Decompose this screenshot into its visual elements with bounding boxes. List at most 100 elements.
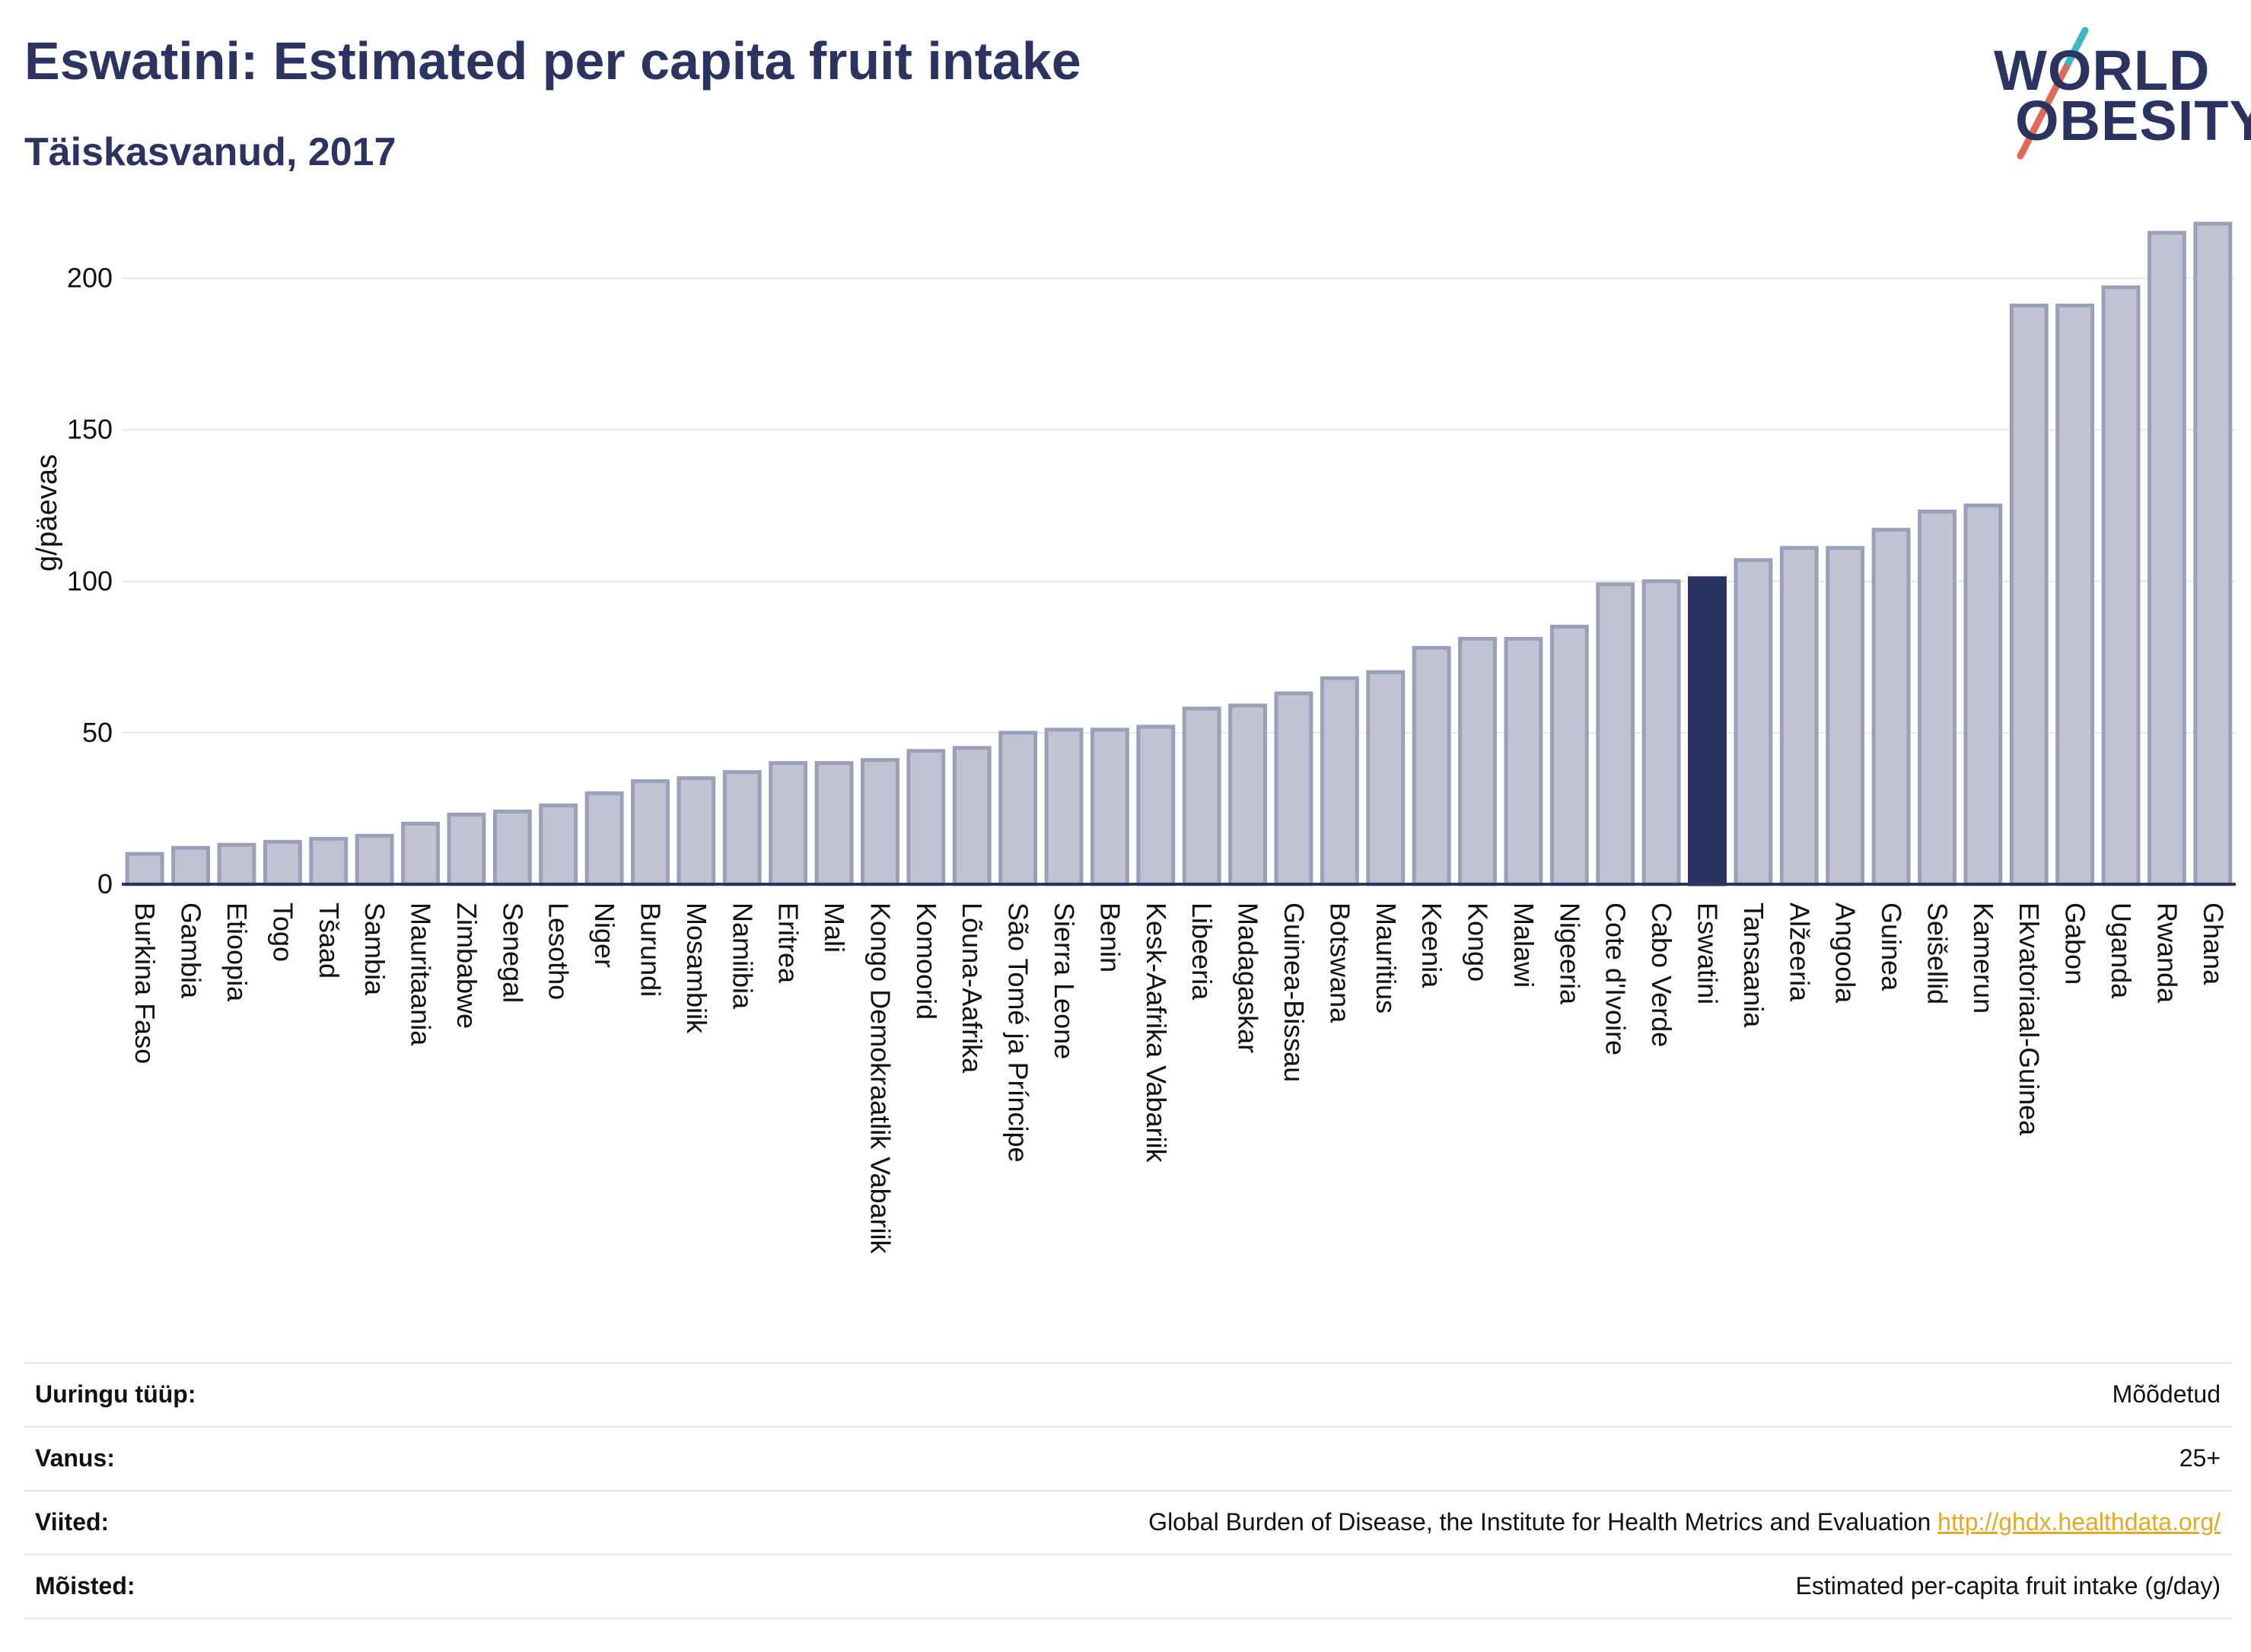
bar <box>861 758 899 886</box>
x-tick-label: Seišellid <box>1921 902 1953 1004</box>
bar <box>309 836 349 886</box>
bar <box>952 746 992 886</box>
y-tick-label: 50 <box>82 717 113 748</box>
x-tick-label: Komoorid <box>911 902 942 1020</box>
bar <box>1826 546 1865 886</box>
x-tick-label: Benin <box>1094 902 1126 972</box>
bar <box>1549 625 1589 886</box>
bar <box>1963 503 2003 886</box>
info-row-survey-type: Uuringu tüüp: Mõõdetud <box>24 1362 2231 1426</box>
info-row-age: Vanus: 25+ <box>24 1426 2231 1490</box>
x-tick-label: Gabon <box>2060 902 2091 985</box>
x-tick-label: Eritrea <box>773 902 804 984</box>
x-tick-label: Sierra Leone <box>1049 902 1080 1059</box>
x-tick-label: Togo <box>267 902 298 962</box>
x-tick-label: Kongo <box>1463 902 1494 982</box>
bar <box>631 779 670 886</box>
bar <box>814 761 854 886</box>
x-tick-label: Uganda <box>2106 902 2137 999</box>
y-axis-label: g/päevas <box>31 454 63 571</box>
bar <box>492 809 532 886</box>
bar <box>769 761 808 886</box>
info-value: 25+ <box>2179 1444 2221 1472</box>
chart-title: Eswatini: Estimated per capita fruit int… <box>24 31 1081 91</box>
info-label: Mõisted: <box>35 1572 135 1599</box>
x-tick-label: Kamerun <box>1968 902 1999 1014</box>
bar <box>447 812 486 886</box>
bar <box>1274 691 1313 886</box>
bar <box>1366 670 1406 886</box>
bar <box>171 845 211 886</box>
bar <box>1504 636 1543 886</box>
info-label: Vanus: <box>35 1444 115 1472</box>
bar-highlight <box>1688 576 1727 886</box>
info-value: Mõõdetud <box>2112 1380 2221 1408</box>
bar <box>2055 303 2095 886</box>
logo-line-2: OBESITY <box>2015 89 2251 152</box>
bar <box>1044 727 1084 886</box>
x-tick-label: Mauritius <box>1371 902 1402 1014</box>
bar <box>1734 558 1773 886</box>
bar <box>2193 221 2233 886</box>
x-tick-label: Etioopia <box>221 902 253 1002</box>
bar <box>677 776 716 886</box>
bar <box>1779 546 1819 886</box>
x-tick-label: Lõuna-Aafrika <box>957 902 988 1074</box>
bar <box>1871 527 1911 886</box>
info-label: Viited: <box>35 1508 110 1536</box>
reference-link[interactable]: http://ghdx.healthdata.org/ <box>1937 1508 2221 1536</box>
bar <box>2147 231 2186 886</box>
x-tick-label: Lesotho <box>543 902 575 1000</box>
x-tick-label: Nigeeria <box>1554 902 1585 1005</box>
bar <box>2101 285 2141 886</box>
logo-slash-icon <box>2017 27 2089 160</box>
x-tick-label: Gambia <box>176 902 207 999</box>
x-tick-label: Burundi <box>635 902 667 997</box>
x-tick-label: Mauritaania <box>406 902 437 1046</box>
bar <box>1458 636 1497 886</box>
y-tick-label: 150 <box>67 414 113 445</box>
logo-line-1: WORLD <box>1994 39 2211 102</box>
info-value: Estimated per-capita fruit intake (g/day… <box>1795 1572 2221 1599</box>
x-tick-label: Burkina Faso <box>129 902 161 1064</box>
bar <box>998 731 1038 886</box>
info-value: Global Burden of Disease, the Institute … <box>1148 1508 2221 1536</box>
bar-chart: 0 50 100 150 200 g/päevas Burkina Faso Gambia Et… <box>31 221 2236 1255</box>
x-tick-label: Guinea <box>1876 902 1907 992</box>
bar <box>125 851 164 886</box>
x-tick-label: Cote d'Ivoire <box>1600 902 1632 1055</box>
world-obesity-logo: WORLD OBESITY <box>1979 23 2251 160</box>
x-tick-label: Kesk-Aafrika Vabariik <box>1141 902 1172 1163</box>
bar <box>217 842 256 886</box>
y-tick-label: 100 <box>67 565 113 597</box>
bar <box>906 749 946 886</box>
x-tick-label: Ghana <box>2198 902 2229 985</box>
bar <box>2009 303 2049 886</box>
x-tick-label: Sambia <box>359 902 390 996</box>
x-tick-label: Ekvatoriaal-Guinea <box>2014 902 2045 1136</box>
x-tick-label: São Tomé ja Príncipe <box>1003 902 1034 1163</box>
y-tick-label: 200 <box>67 263 113 294</box>
x-tick-label: Eswatini <box>1692 902 1724 1004</box>
bar <box>355 833 394 886</box>
x-tick-label: Namiibia <box>727 902 758 1010</box>
bar <box>263 839 302 886</box>
x-tick-label: Cabo Verde <box>1646 902 1677 1047</box>
info-table: Uuringu tüüp: Mõõdetud Vanus: 25+ Viited… <box>24 1362 2231 1619</box>
x-tick-label: Mali <box>819 902 850 953</box>
bar <box>401 821 440 886</box>
x-tick-label: Tansaania <box>1738 902 1769 1028</box>
bar <box>1641 579 1681 886</box>
bar <box>1182 706 1221 886</box>
bar <box>1090 727 1129 886</box>
info-row-references: Viited: Global Burden of Disease, the In… <box>24 1490 2231 1554</box>
x-tick-label: Alžeeria <box>1784 902 1815 1002</box>
bar <box>539 803 578 886</box>
x-tick-label: Senegal <box>497 902 528 1003</box>
x-tick-label: Malawi <box>1508 902 1539 988</box>
x-tick-label: Botswana <box>1324 902 1355 1023</box>
x-tick-label: Tšaad <box>314 902 345 979</box>
y-tick-label: 0 <box>97 868 113 899</box>
x-tick-label: Niger <box>589 902 620 968</box>
x-tick-label: Zimbabwe <box>451 902 482 1029</box>
